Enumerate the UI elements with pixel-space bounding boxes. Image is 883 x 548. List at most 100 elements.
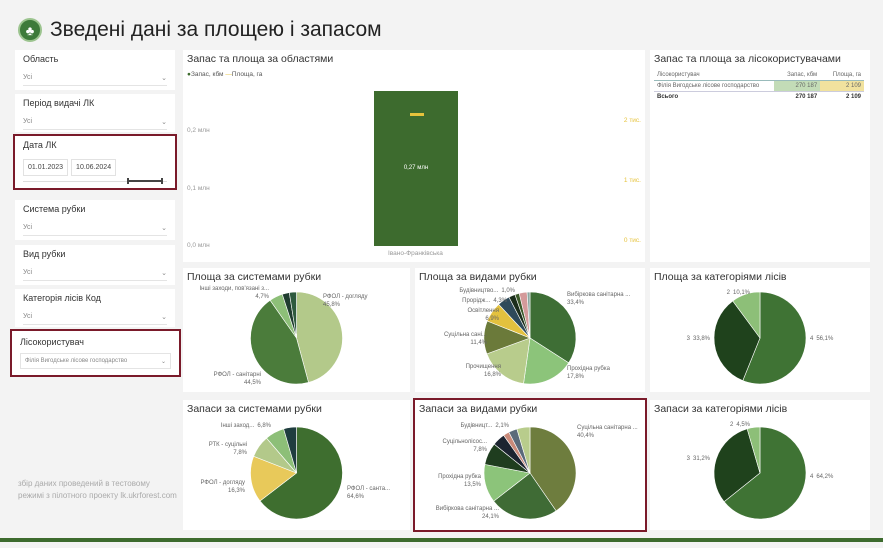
table-row[interactable]: Філія Вигодське лісове господарство 270 1… xyxy=(654,80,864,92)
cutting-type-dropdown[interactable]: Усі ⌄ xyxy=(23,265,167,281)
pie-slice[interactable] xyxy=(250,299,309,385)
slicer-cutting-type[interactable]: Вид рубки Усі ⌄ xyxy=(15,245,175,285)
slicer-forest-category[interactable]: Категорія лісів Код Усі ⌄ xyxy=(15,289,175,327)
slicer-period[interactable]: Період видачі ЛК Усі ⌄ xyxy=(15,94,175,132)
slice-name: РТК - суцільні xyxy=(208,442,247,448)
pie-slice[interactable] xyxy=(493,472,557,520)
y-tick: 0,0 млн xyxy=(187,242,210,249)
slice-percent: 44,5% xyxy=(243,379,261,386)
slicer-label: Вид рубки xyxy=(23,249,66,259)
legend-dot-icon: ● xyxy=(187,71,191,78)
area-marker[interactable] xyxy=(410,113,424,117)
footer-note: збір даних проведений в тестовому режимі… xyxy=(18,479,177,500)
slice-percent: 6,8% xyxy=(257,423,271,429)
bar-stock[interactable]: 0,27 млн xyxy=(374,90,458,246)
x-tick: Івано-Франківська xyxy=(388,250,443,257)
y-tick: 0,1 млн xyxy=(187,185,210,192)
period-dropdown[interactable]: Усі ⌄ xyxy=(23,114,167,130)
slice-percent: 16,3% xyxy=(227,487,245,494)
slice-percent: 1,0% xyxy=(501,288,515,294)
column-header[interactable]: Площа, га xyxy=(832,72,861,78)
chevron-down-icon: ⌄ xyxy=(160,358,166,365)
dropdown-value: Усі xyxy=(23,224,33,231)
slice-label: Освітлення 6,9% xyxy=(467,308,499,324)
pie-slice[interactable] xyxy=(296,291,343,383)
slicer-date[interactable]: Дата ЛК 01.01.2023 10.06.2024 xyxy=(13,134,177,190)
bar-data-label: 0,27 млн xyxy=(403,164,429,171)
slice-name: Інші заходи, пов'язані з... xyxy=(199,286,269,292)
column-header[interactable]: Запас, кбм xyxy=(787,72,818,78)
date-to-input[interactable]: 10.06.2024 xyxy=(71,159,117,176)
slice-percent: 4,3% xyxy=(493,298,507,304)
slice-percent: 64,2% xyxy=(816,474,834,480)
chart-title: Запаси за системами рубки xyxy=(187,403,322,415)
slice-name: Вибіркова санітарна ... xyxy=(435,506,499,512)
pie-slice[interactable] xyxy=(529,426,577,512)
slice-label: 4 64,2% xyxy=(810,474,833,482)
dropdown-value: Усі xyxy=(23,118,33,125)
bar-chart-card: Запас та площа за областями ●Запас, кбм … xyxy=(183,50,645,262)
date-slider-handles[interactable] xyxy=(127,178,163,184)
slice-name: РФОЛ - санта... xyxy=(347,486,391,492)
slice-percent: 7,8% xyxy=(473,446,487,453)
slice-label: Суцільнолісос... 7,8% xyxy=(443,439,488,455)
pie-slice[interactable] xyxy=(486,337,531,384)
legend-item: Запас, кбм xyxy=(190,71,224,78)
slice-label: Вибіркова санітарна ... 24,1% xyxy=(436,506,499,522)
forest-category-dropdown[interactable]: Усі ⌄ xyxy=(23,309,167,325)
pie-slice[interactable] xyxy=(713,300,761,382)
slice-percent: 33,8% xyxy=(692,336,710,342)
slice-name: РФОЛ - догляду xyxy=(200,480,245,486)
pie-slice[interactable] xyxy=(250,455,298,502)
cutting-system-dropdown[interactable]: Усі ⌄ xyxy=(23,220,167,236)
slice-name: Суцільнолісос... xyxy=(442,439,488,445)
pie-slice[interactable] xyxy=(259,426,343,520)
slice-label: Суцільна сані... 11,4% xyxy=(444,332,487,348)
pie-card-area-systems: Площа за системами рубки РФОЛ - догляду 45… xyxy=(183,268,410,392)
pie-slice[interactable] xyxy=(732,291,761,339)
dropdown-value: Усі xyxy=(23,74,33,81)
forest-user-table: Лісокористувач Запас, кбм Площа, га Філія … xyxy=(654,70,864,102)
pie-slice[interactable] xyxy=(713,428,761,503)
pie-slice[interactable] xyxy=(283,426,297,474)
slice-name: Будівництво... xyxy=(459,288,499,294)
chart-title: Площа за видами рубки xyxy=(419,271,537,283)
date-from-input[interactable]: 01.01.2023 xyxy=(23,159,69,176)
cell: 270 187 xyxy=(774,80,821,92)
slicer-cutting-system[interactable]: Система рубки Усі ⌄ xyxy=(15,200,175,240)
table-title: Запас та площа за лісокористувачами xyxy=(654,53,841,65)
pie-slice[interactable] xyxy=(526,291,531,339)
pie-slice[interactable] xyxy=(746,426,761,474)
slice-percent: 24,1% xyxy=(481,513,499,520)
pie-slice[interactable] xyxy=(723,426,807,520)
chart-title: Запаси за категоріями лісів xyxy=(654,403,788,415)
slice-percent: 56,1% xyxy=(816,336,834,342)
pie-card-stock-systems: Запаси за системами рубки РФОЛ - санта...… xyxy=(183,400,410,530)
slice-label: Інші заход... 6,8% xyxy=(221,423,271,431)
legend-line-icon: — xyxy=(225,71,232,78)
pie-slice[interactable] xyxy=(523,337,570,385)
slice-name: Будівницт... xyxy=(460,423,493,429)
slice-name: 2 xyxy=(729,422,734,428)
slice-percent: 40,4% xyxy=(577,432,595,439)
y2-tick: 2 тис. xyxy=(623,117,641,124)
slice-name: 4 xyxy=(810,474,814,480)
slice-label: 4 56,1% xyxy=(810,336,833,344)
slice-name: Прочищення xyxy=(465,364,501,370)
region-dropdown[interactable]: Усі ⌄ xyxy=(23,70,167,86)
slice-name: 3 xyxy=(686,336,690,342)
pie-slice[interactable] xyxy=(516,426,531,474)
slice-label: Суцільна санітарна ... 40,4% xyxy=(577,425,638,441)
date-slider-track[interactable] xyxy=(23,181,167,182)
slicer-forest-user[interactable]: Лісокористувач Філія Вигодське лісове го… xyxy=(10,329,181,377)
pie-slice[interactable] xyxy=(742,291,807,385)
slicer-label: Дата ЛК xyxy=(23,140,57,150)
table-card: Запас та площа за лісокористувачами Лісо… xyxy=(650,50,870,262)
slice-label: РФОЛ - догляду 16,3% xyxy=(200,480,245,496)
column-header[interactable]: Лісокористувач xyxy=(657,72,700,78)
slicer-region[interactable]: Область Усі ⌄ xyxy=(15,50,175,90)
chart-title: Площа за категоріями лісів xyxy=(654,271,787,283)
pie-slice[interactable] xyxy=(288,291,297,339)
slice-percent: 7,8% xyxy=(233,449,247,456)
forest-user-dropdown[interactable]: Філія Вигодське лісове господарство ⌄ xyxy=(20,353,171,369)
